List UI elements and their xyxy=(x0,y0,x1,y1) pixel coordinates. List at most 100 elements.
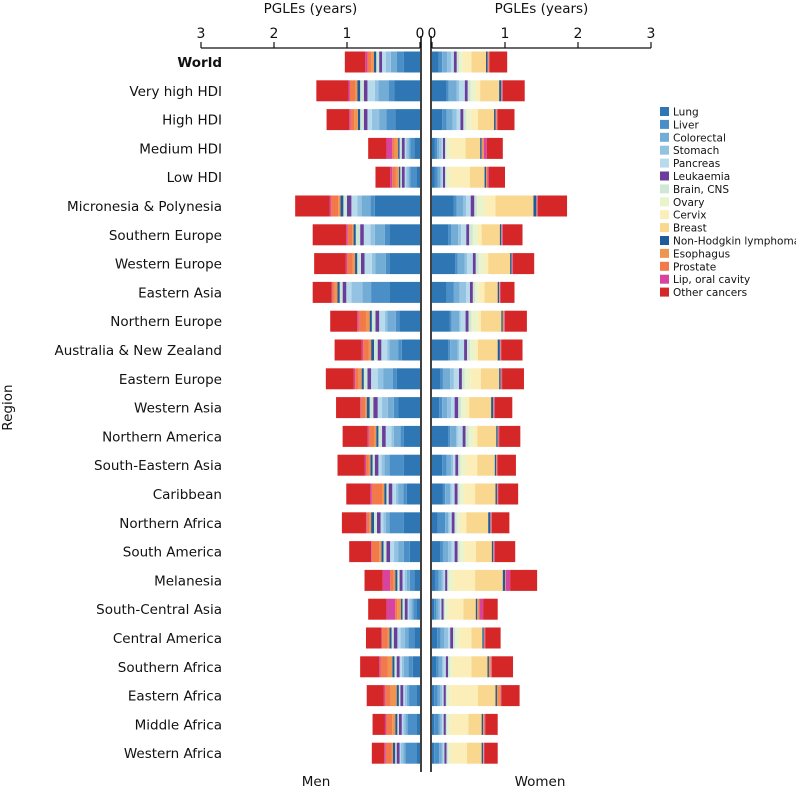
bar-men-medium-hdi-lung xyxy=(414,137,420,159)
bar-women-eastern-europe-leukaemia xyxy=(459,368,462,390)
bar-men-western-europe-stomach xyxy=(371,253,376,275)
bar-men-central-america-colorectal xyxy=(404,627,409,649)
bar-men-eastern-asia-esophagus xyxy=(334,281,338,303)
bar-women-micronesia-polynesia-leukaemia xyxy=(470,195,475,217)
bar-men-northern-europe-liver xyxy=(395,310,400,332)
bar-women-medium-hdi-ovary xyxy=(446,137,450,159)
bar-women-northern-europe-non-hodgkin-lymphoma xyxy=(501,310,503,332)
legend-swatch-stomach xyxy=(660,145,669,155)
men-tick-label: 3 xyxy=(197,26,206,42)
bar-women-northern-africa-brain-cns xyxy=(454,512,457,534)
bar-women-world-non-hodgkin-lymphoma xyxy=(486,51,488,73)
bar-women-western-africa-liver xyxy=(434,742,440,764)
bar-men-northern-africa-leukaemia xyxy=(376,512,381,534)
legend-swatch-cervix xyxy=(660,210,669,220)
bar-men-australia-new-zealand-other-cancers xyxy=(334,339,362,361)
bar-women-southern-africa-leukaemia xyxy=(445,656,449,678)
bar-women-western-africa-breast xyxy=(467,742,482,764)
bar-women-micronesia-polynesia-lung xyxy=(432,195,454,217)
bar-women-australia-new-zealand-esophagus xyxy=(499,339,501,361)
bar-women-northern-africa-lung xyxy=(432,512,438,534)
bar-women-eastern-africa-pancreas xyxy=(442,685,444,707)
bar-men-western-asia-stomach xyxy=(382,397,388,419)
bar-men-melanesia-brain-cns xyxy=(397,569,400,591)
bar-men-medium-hdi-other-cancers xyxy=(368,137,387,159)
region-label-western-europe: Western Europe xyxy=(115,257,222,273)
bar-women-southern-africa-breast xyxy=(471,656,488,678)
bar-women-central-america-breast xyxy=(471,627,483,649)
bar-men-southern-europe-non-hodgkin-lymphoma xyxy=(353,224,356,246)
bar-men-world-lip-oral-cavity xyxy=(365,51,368,73)
bar-men-low-hdi-non-hodgkin-lymphoma xyxy=(398,166,401,188)
bar-men-southern-europe-colorectal xyxy=(374,224,385,246)
bar-women-caribbean-lung xyxy=(432,483,443,505)
bar-women-caribbean-colorectal xyxy=(445,483,451,505)
bar-women-southern-europe-esophagus xyxy=(501,224,503,246)
bar-women-melanesia-stomach xyxy=(441,569,444,591)
bar-women-western-asia-other-cancers xyxy=(494,397,513,419)
bar-women-central-america-brain-cns xyxy=(453,627,456,649)
bar-men-southern-europe-leukaemia xyxy=(360,224,364,246)
bar-women-southern-africa-other-cancers xyxy=(491,656,514,678)
bar-men-western-africa-other-cancers xyxy=(371,742,385,764)
bar-men-western-africa-colorectal xyxy=(403,742,406,764)
bar-women-south-america-cervix xyxy=(464,541,476,563)
bar-women-western-asia-cervix xyxy=(465,397,470,419)
bar-men-southern-africa-pancreas xyxy=(399,656,402,678)
women-tick-label: 1 xyxy=(501,26,510,42)
bar-women-northern-africa-stomach xyxy=(448,512,450,534)
bar-men-eastern-asia-stomach xyxy=(351,281,363,303)
bar-women-south-central-asia-brain-cns xyxy=(443,598,446,620)
bar-women-middle-africa-breast xyxy=(468,713,482,735)
bar-women-western-africa-stomach xyxy=(441,742,443,764)
bar-men-eastern-asia-pancreas xyxy=(346,281,352,303)
bar-men-middle-africa-prostate xyxy=(386,713,393,735)
bar-men-caribbean-non-hodgkin-lymphoma xyxy=(384,483,387,505)
bar-women-northern-america-colorectal xyxy=(450,425,457,447)
bar-men-middle-africa-liver xyxy=(407,713,417,735)
bar-women-south-america-pancreas xyxy=(451,541,455,563)
bar-women-middle-africa-other-cancers xyxy=(485,713,498,735)
bar-women-central-america-non-hodgkin-lymphoma xyxy=(482,627,484,649)
bar-women-middle-africa-lip-oral-cavity xyxy=(484,713,486,735)
bar-men-melanesia-leukaemia xyxy=(399,569,403,591)
bar-men-western-africa-pancreas xyxy=(399,742,402,764)
bar-men-northern-africa-lung xyxy=(403,512,420,534)
men-tick-label: 2 xyxy=(270,26,279,42)
bar-men-micronesia-polynesia-liver xyxy=(370,195,375,217)
bar-women-northern-europe-liver xyxy=(449,310,452,332)
bar-men-southern-europe-esophagus xyxy=(352,224,354,246)
bar-men-australia-new-zealand-pancreas xyxy=(381,339,388,361)
bar-women-northern-europe-stomach xyxy=(459,310,461,332)
bar-women-micronesia-polynesia-stomach xyxy=(463,195,467,217)
bar-men-high-hdi-leukaemia xyxy=(363,109,368,131)
bar-women-northern-africa-lip-oral-cavity xyxy=(491,512,492,534)
bar-men-south-central-asia-leukaemia xyxy=(404,598,408,620)
bar-men-western-asia-lip-oral-cavity xyxy=(360,397,361,419)
bar-women-northern-europe-lip-oral-cavity xyxy=(504,310,505,332)
bar-men-low-hdi-lung xyxy=(416,166,420,188)
bar-women-northern-africa-breast xyxy=(466,512,489,534)
bar-women-eastern-africa-leukaemia xyxy=(443,685,446,707)
bar-women-caribbean-pancreas xyxy=(451,483,455,505)
bar-women-low-hdi-colorectal xyxy=(437,166,441,188)
bar-men-eastern-asia-brain-cns xyxy=(339,281,343,303)
bar-men-caribbean-pancreas xyxy=(392,483,396,505)
region-label-australia-new-zealand: Australia & New Zealand xyxy=(54,343,222,359)
bar-men-south-central-asia-stomach xyxy=(409,598,412,620)
bar-men-micronesia-polynesia-colorectal xyxy=(361,195,371,217)
bar-men-caribbean-esophagus xyxy=(382,483,385,505)
bar-women-western-africa-brain-cns xyxy=(446,742,449,764)
bar-men-very-high-hdi-pancreas xyxy=(367,80,375,102)
bar-women-western-europe-leukaemia xyxy=(472,253,476,275)
bar-men-eastern-asia-prostate xyxy=(332,281,335,303)
bar-women-eastern-africa-non-hodgkin-lymphoma xyxy=(495,685,497,707)
legend-label-lung: Lung xyxy=(673,107,699,119)
bar-men-high-hdi-other-cancers xyxy=(326,109,350,131)
bar-women-high-hdi-colorectal xyxy=(446,109,453,131)
bar-men-caribbean-brain-cns xyxy=(386,483,389,505)
bar-men-northern-europe-leukaemia xyxy=(375,310,380,332)
bar-women-world-brain-cns xyxy=(456,51,460,73)
bar-women-eastern-asia-stomach xyxy=(459,281,467,303)
legend-swatch-pancreas xyxy=(660,158,669,168)
